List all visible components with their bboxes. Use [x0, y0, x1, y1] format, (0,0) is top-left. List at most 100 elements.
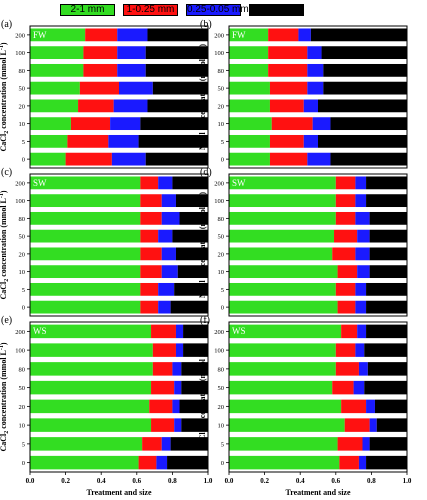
bar-segment	[229, 300, 338, 314]
bar-segment	[30, 134, 68, 148]
bar-segment	[366, 176, 407, 190]
y-tick-label: 0	[221, 460, 224, 467]
y-tick-label: 20	[19, 404, 26, 411]
bar-segment	[335, 176, 356, 190]
y-tick-label: 10	[19, 121, 26, 128]
bar-segment	[369, 437, 407, 451]
y-tick-label: 80	[218, 366, 225, 373]
bar-segment	[30, 99, 79, 113]
bar-segment	[318, 134, 407, 148]
bar-segment	[312, 117, 331, 131]
bar-segment	[158, 282, 175, 296]
bar-segment	[323, 63, 407, 77]
y-tick-label: 100	[15, 348, 25, 355]
y-tick-label: 50	[218, 234, 225, 241]
bar-segment	[268, 28, 299, 42]
bar-segment	[70, 117, 111, 131]
y-axis-label: NaCl concentration (mmol L-1)	[198, 344, 207, 450]
bar-segment	[307, 152, 331, 166]
bar-segment	[303, 134, 318, 148]
bar-segment	[376, 418, 407, 432]
y-axis-label-part: )	[198, 344, 207, 347]
bar-segment	[229, 134, 270, 148]
y-tick-label: 80	[19, 366, 26, 373]
bar-segment	[369, 229, 407, 243]
bar-segment	[369, 418, 377, 432]
bar-segment	[229, 99, 270, 113]
y-axis-label-part: CaCl	[0, 281, 8, 300]
bar-segment	[151, 380, 175, 395]
x-tick-label: 0.6	[132, 477, 141, 485]
bar-segment	[30, 229, 141, 243]
y-tick-label: 0	[22, 157, 25, 164]
bar-segment	[355, 247, 370, 261]
bar-segment	[152, 81, 208, 95]
bar-segment	[151, 418, 175, 432]
bar-segment	[341, 399, 367, 414]
legend-swatch: 2-1 mm	[60, 4, 115, 16]
bar-segment	[138, 134, 208, 148]
bar-segment	[140, 176, 159, 190]
bar-segment	[269, 99, 304, 113]
bar-segment	[140, 282, 159, 296]
bar-segment	[30, 63, 84, 77]
bar-segment	[229, 229, 335, 243]
bar-segment	[271, 117, 313, 131]
bar-segment	[355, 194, 367, 208]
bar-segment	[30, 117, 71, 131]
bar-segment	[152, 343, 176, 357]
bar-segment	[30, 81, 80, 95]
bar-segment	[229, 265, 338, 279]
bar-segment	[30, 176, 141, 190]
y-axis-label-part: -1	[198, 347, 204, 352]
plot-frame	[29, 173, 209, 317]
bar-segment	[355, 282, 367, 296]
bar-segment	[366, 194, 407, 208]
bar-segment	[353, 380, 365, 395]
y-tick-label: 100	[214, 50, 224, 57]
panel-a: 0 5 10 20 50 80 100 200(a) FW CaCl2 concentration…	[0, 19, 209, 169]
bar-segment	[269, 134, 304, 148]
bar-segment	[117, 63, 146, 77]
y-tick-label: 0	[22, 305, 25, 312]
bar-segment	[30, 265, 141, 279]
bar-segment	[158, 300, 171, 314]
plot-frame	[228, 173, 408, 317]
bar-segment	[318, 99, 407, 113]
y-axis-label-part: -1	[0, 193, 5, 198]
y-tick-label: 20	[19, 103, 26, 110]
bar-segment	[30, 152, 66, 166]
panel-label: (e)	[1, 315, 12, 326]
bar-segment	[229, 176, 336, 190]
bar-segment	[145, 63, 208, 77]
y-tick-label: 100	[15, 50, 25, 57]
bar-segment	[344, 418, 370, 432]
bar-segment	[140, 265, 162, 279]
bar-segment	[268, 63, 308, 77]
bar-segment	[332, 247, 356, 261]
bar-segment	[183, 343, 208, 357]
bar-segment	[229, 437, 338, 451]
legend-item: 2-1 mm	[60, 4, 115, 16]
y-axis-label-part: CaCl	[0, 433, 8, 452]
y-axis-label-part: -1	[0, 45, 5, 50]
bar-segment	[366, 300, 407, 314]
bar-segment	[30, 455, 139, 470]
bar-segment	[229, 247, 333, 261]
plot-frame	[228, 25, 408, 169]
bar-segment	[167, 455, 208, 470]
y-tick-label: 20	[218, 251, 225, 258]
bar-segment	[117, 28, 148, 42]
bar-segment	[30, 343, 153, 357]
bar-segment	[119, 81, 153, 95]
x-tick-label: 0.2	[260, 477, 269, 485]
y-tick-label: 20	[19, 251, 26, 258]
x-tick-label: 0.8	[367, 477, 376, 485]
bar-segment	[156, 455, 168, 470]
legend-swatch: <0.05 mm	[249, 4, 304, 16]
bar-segment	[269, 152, 308, 166]
bar-segment	[355, 343, 365, 357]
y-tick-label: 50	[19, 234, 26, 241]
bar-segment	[152, 362, 173, 376]
y-axis-label-part: concentration (mmol L	[0, 50, 8, 131]
